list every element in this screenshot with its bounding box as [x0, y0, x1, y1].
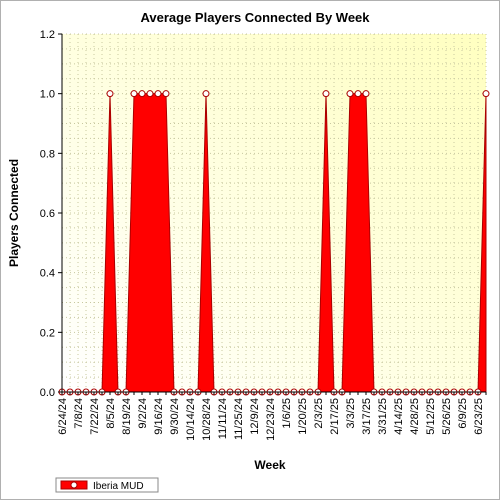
data-point — [362, 90, 370, 98]
x-tick-label: 10/28/24 — [201, 398, 213, 441]
y-tick-label: 0.8 — [40, 148, 55, 160]
x-tick-label: 6/24/24 — [57, 398, 69, 435]
y-tick-label: 1.0 — [40, 89, 55, 101]
data-point — [202, 90, 210, 98]
x-tick-label: 5/26/25 — [441, 398, 453, 435]
x-tick-label: 12/9/24 — [249, 398, 261, 435]
x-tick-label: 3/17/25 — [361, 398, 373, 435]
y-tick-label: 0.6 — [40, 208, 55, 220]
data-point — [106, 90, 114, 98]
x-tick-label: 6/9/25 — [457, 398, 469, 429]
data-point — [354, 90, 362, 98]
data-point — [138, 90, 146, 98]
x-tick-label: 1/6/25 — [281, 398, 293, 429]
x-tick-label: 2/3/25 — [313, 398, 325, 429]
x-tick-label: 3/31/25 — [377, 398, 389, 435]
x-axis-title: Week — [254, 458, 285, 472]
x-tick-label: 7/22/24 — [89, 398, 101, 435]
x-tick-label: 4/28/25 — [409, 398, 421, 435]
x-tick-label: 3/3/25 — [345, 398, 357, 429]
x-tick-label: 4/14/25 — [393, 398, 405, 435]
x-tick-label: 12/23/24 — [265, 398, 277, 441]
x-tick-label: 9/2/24 — [137, 398, 149, 429]
legend-label: Iberia MUD — [93, 481, 144, 492]
chart-title: Average Players Connected By Week — [140, 10, 370, 25]
x-tick-label: 5/12/25 — [425, 398, 437, 435]
data-point — [146, 90, 154, 98]
x-tick-label: 11/11/24 — [217, 398, 229, 439]
x-tick-label: 8/19/24 — [121, 398, 133, 435]
y-axis-title: Players Connected — [7, 159, 21, 267]
y-tick-label: 0.0 — [40, 387, 55, 399]
x-tick-label: 11/25/24 — [233, 398, 245, 440]
x-tick-labels: 6/24/24 7/8/24 7/22/24 8/5/24 8/19/24 9/2/24 9… — [57, 392, 487, 441]
x-tick-label: 7/8/24 — [73, 398, 85, 429]
y-tick-label: 0.4 — [40, 268, 55, 280]
data-point — [482, 90, 490, 98]
x-tick-label: 10/14/24 — [185, 398, 197, 441]
data-point — [322, 90, 330, 98]
x-tick-label: 6/23/25 — [473, 398, 485, 435]
x-tick-label: 9/16/24 — [153, 398, 165, 435]
x-tick-label: 9/30/24 — [169, 398, 181, 435]
x-tick-label: 8/5/24 — [105, 398, 117, 429]
y-tick-labels: 0.0 0.2 0.4 0.6 0.8 1.0 1.2 — [40, 29, 62, 399]
y-tick-label: 1.2 — [40, 29, 55, 41]
legend: Iberia MUD — [55, 477, 159, 493]
data-point — [154, 90, 162, 98]
legend-marker — [70, 481, 78, 489]
y-tick-label: 0.2 — [40, 327, 55, 339]
x-tick-label: 2/17/25 — [329, 398, 341, 435]
data-point — [162, 90, 170, 98]
data-point — [346, 90, 354, 98]
x-tick-label: 1/20/25 — [297, 398, 309, 435]
data-point — [130, 90, 138, 98]
